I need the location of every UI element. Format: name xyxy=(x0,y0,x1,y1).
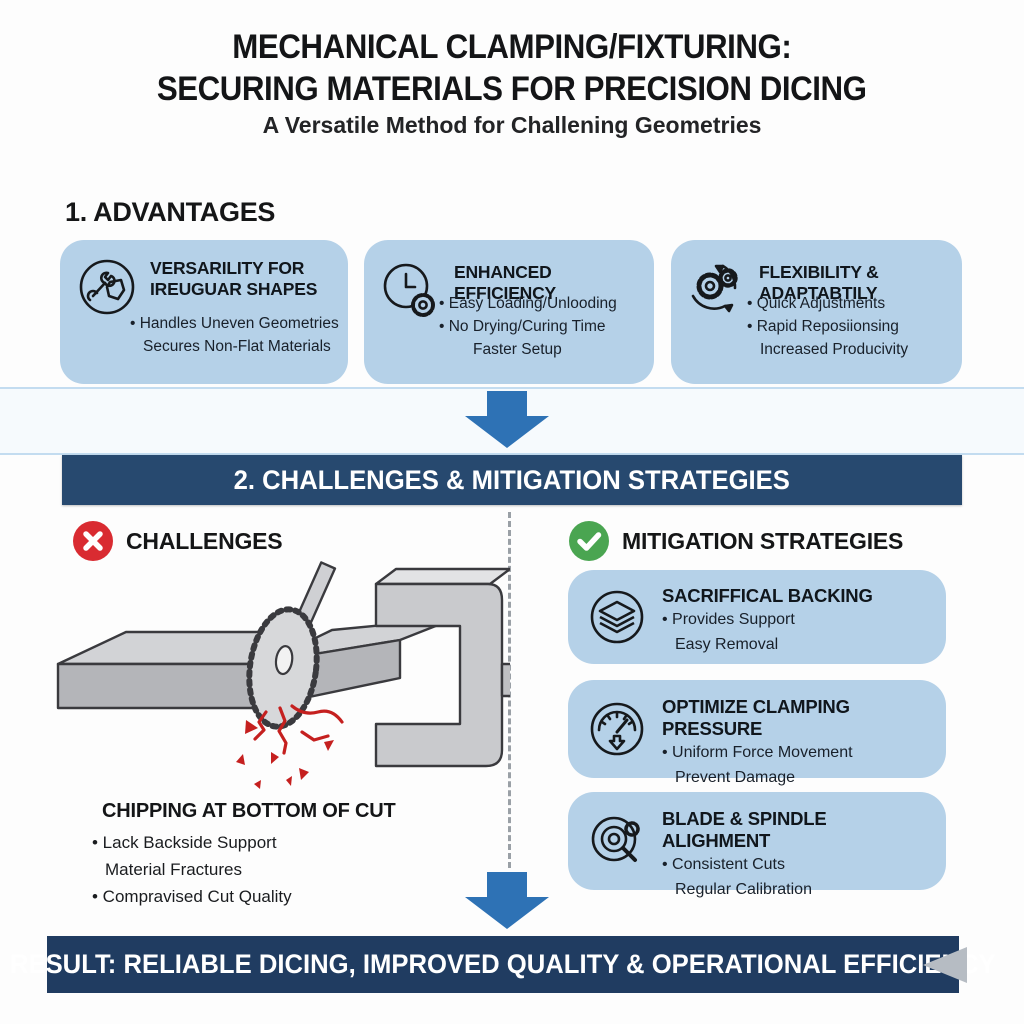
advantage-card-versatility: VERSARILITY FOR IREUGUAR SHAPES • Handle… xyxy=(60,240,348,384)
mitigation-card-title: BLADE & SPINDLE ALIGHMENT xyxy=(662,808,827,851)
advantage-bullet: • No Drying/Curing Time xyxy=(439,318,606,335)
challenge-bullet: Material Fractures xyxy=(105,860,242,879)
advantage-bullet: Secures Non-Flat Materials xyxy=(143,338,331,355)
mitigation-card-title: SACRIFFICAL BACKING xyxy=(662,585,873,606)
clock-gear-icon xyxy=(378,260,442,324)
mitigation-card-backing: SACRIFFICAL BACKING • Provides Support E… xyxy=(568,570,946,664)
down-arrow-icon xyxy=(465,391,549,448)
mitigation-card-alignment: BLADE & SPINDLE ALIGHMENT • Consistent C… xyxy=(568,792,946,898)
tools-icon xyxy=(76,256,138,318)
challenges-heading: CHALLENGES xyxy=(72,520,283,562)
page-title-line2: SECURING MATERIALS FOR PRECISION DICING xyxy=(157,70,867,108)
chipping-illustration xyxy=(40,556,510,796)
x-circle-icon xyxy=(72,520,114,562)
magnifier-blade-icon xyxy=(588,812,646,870)
advantage-card-efficiency: ENHANCED EFFICIENCY • Easy Loading/Unloo… xyxy=(364,240,654,384)
mitigation-bullet: • Provides Support xyxy=(662,611,795,628)
mitigation-heading-label: MITIGATION STRATEGIES xyxy=(622,527,904,554)
challenge-bullet: • Compravised Cut Quality xyxy=(92,887,292,906)
advantage-bullet: • Quick Adjustments xyxy=(747,295,886,312)
advantage-card-flexibility: FLEXIBILITY & ADAPTABTILY • Quick Adjust… xyxy=(671,240,962,384)
chipping-heading: CHIPPING AT BOTTOM OF CUT xyxy=(102,800,396,822)
page-subtitle: A Versatile Method for Challening Geomet… xyxy=(262,112,762,138)
mitigation-bullet: Prevent Damage xyxy=(675,769,796,786)
advantage-card-title: VERSARILITY FOR IREUGUAR SHAPES xyxy=(150,258,318,299)
advantage-bullet: Faster Setup xyxy=(473,341,562,358)
challenges-heading-label: CHALLENGES xyxy=(126,527,283,554)
mitigation-bullet: • Consistent Cuts xyxy=(662,856,785,873)
section2-banner: 2. CHALLENGES & MITIGATION STRATEGIES xyxy=(62,455,962,505)
mitigation-bullet: Regular Calibration xyxy=(675,881,812,898)
advantage-bullet: • Handles Uneven Geometries xyxy=(130,315,339,332)
mitigation-card-pressure: OPTIMIZE CLAMPING PRESSURE • Uniform For… xyxy=(568,680,946,786)
advantage-bullet: Increased Producivity xyxy=(760,341,909,358)
ribbon-notch-icon xyxy=(923,947,967,983)
chipping-text-block: CHIPPING AT BOTTOM OF CUT • Lack Backsid… xyxy=(92,800,422,910)
layers-icon xyxy=(588,588,646,646)
advantages-heading: 1. ADVANTAGES xyxy=(65,197,276,227)
mitigation-bullet: • Uniform Force Movement xyxy=(662,744,853,761)
gears-cycle-icon xyxy=(683,256,747,320)
mitigation-bullet: Easy Removal xyxy=(675,636,779,653)
mitigation-heading: MITIGATION STRATEGIES xyxy=(568,520,903,562)
check-circle-icon xyxy=(568,520,610,562)
advantage-card-title: FLEXIBILITY & ADAPTABTILY xyxy=(759,262,879,303)
down-arrow-icon xyxy=(465,872,549,929)
advantage-card-title: ENHANCED EFFICIENCY xyxy=(454,262,557,303)
gauge-icon xyxy=(588,700,646,758)
mitigation-card-title: OPTIMIZE CLAMPING PRESSURE xyxy=(662,696,850,739)
advantage-bullet: • Rapid Reposiionsing xyxy=(747,318,899,335)
challenge-bullet: • Lack Backside Support xyxy=(92,833,277,852)
page-title-line1: MECHANICAL CLAMPING/FIXTURING: xyxy=(232,28,792,66)
result-banner: RESULT: RELIABLE DICING, IMPROVED QUALIT… xyxy=(10,936,996,993)
advantage-bullet: • Easy Loading/Unlooding xyxy=(439,295,617,312)
